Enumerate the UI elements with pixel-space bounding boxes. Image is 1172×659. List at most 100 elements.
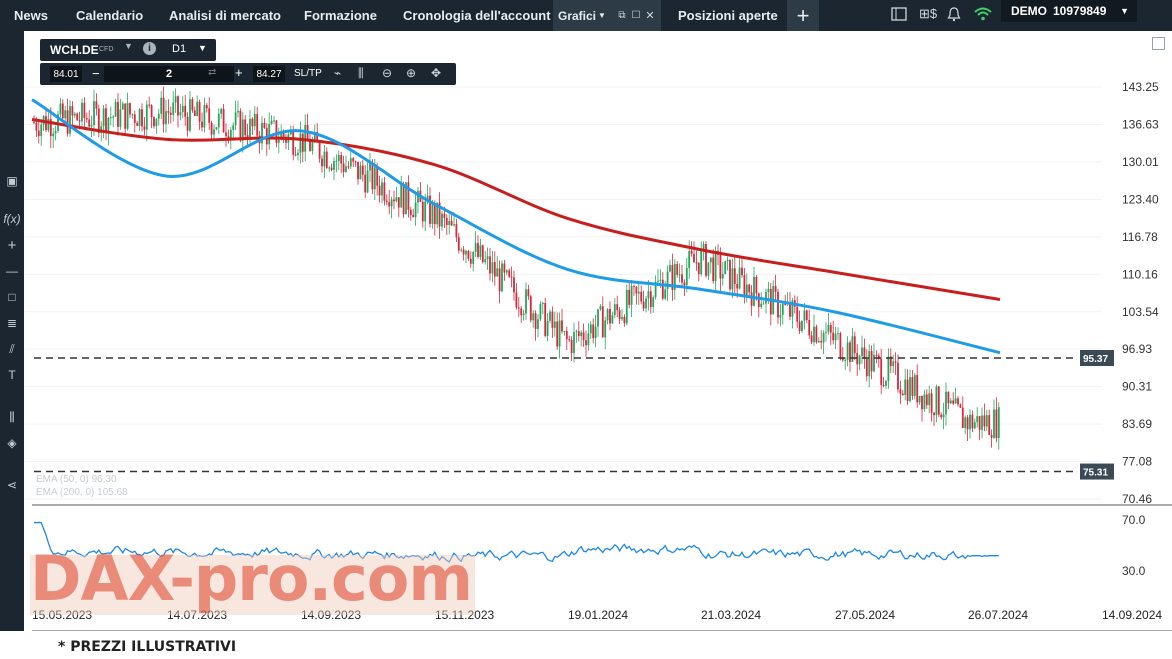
candle-body bbox=[645, 298, 647, 309]
timeframe-chevron-icon[interactable]: ▼ bbox=[198, 43, 207, 53]
share-icon[interactable]: ⋖ bbox=[6, 478, 18, 492]
candle-body bbox=[114, 101, 117, 117]
candle-body bbox=[345, 166, 347, 172]
candle-body bbox=[621, 316, 623, 320]
candle-body bbox=[426, 195, 429, 202]
candle-body bbox=[659, 279, 662, 281]
candle-body bbox=[973, 422, 976, 429]
candle-body bbox=[870, 351, 873, 372]
upper-level-label: 95.37 bbox=[1083, 354, 1108, 365]
fibonacci-icon[interactable]: ≣ bbox=[6, 316, 18, 330]
tab-posizioni[interactable]: Posizioni aperte bbox=[678, 8, 778, 23]
sell-price-button[interactable]: 84.01 bbox=[50, 66, 82, 82]
ema50-legend: EMA (50, 0) 96.30 bbox=[36, 474, 117, 485]
info-icon[interactable]: i bbox=[143, 42, 156, 55]
candle-body bbox=[647, 291, 650, 299]
tab-grafici[interactable] bbox=[553, 0, 661, 31]
zoom-in-icon[interactable]: ⊕ bbox=[406, 66, 417, 80]
swap-icon[interactable]: ⇄ bbox=[208, 67, 217, 78]
rectangle-icon[interactable]: □ bbox=[8, 290, 16, 304]
close-icon[interactable]: ✕ bbox=[645, 9, 655, 22]
candle-body bbox=[105, 108, 107, 133]
panel-icon[interactable]: ▣ bbox=[6, 174, 18, 188]
watermark-logo: DAX-pro.com bbox=[30, 542, 473, 615]
chart-area[interactable]: 143.25 136.63 130.01 123.40 116.78 110.16 103.… bbox=[24, 31, 1172, 631]
candle-body bbox=[503, 263, 506, 273]
bell-icon[interactable] bbox=[945, 5, 963, 23]
candle-body bbox=[366, 170, 369, 193]
symbol-name: WCH.DE bbox=[50, 43, 99, 57]
candle-body bbox=[347, 166, 350, 168]
candle-body bbox=[863, 347, 866, 359]
candle-body bbox=[251, 118, 254, 127]
indicator-icon[interactable]: f(x) bbox=[3, 212, 21, 226]
nav-news[interactable]: News bbox=[14, 8, 48, 23]
plus-icon: + bbox=[796, 2, 810, 28]
candle-body bbox=[803, 310, 806, 321]
candle-body bbox=[436, 202, 439, 225]
candle-body bbox=[323, 151, 326, 167]
candle-body bbox=[193, 110, 196, 116]
candle-body bbox=[309, 140, 311, 151]
candles-icon[interactable]: ⫼ bbox=[358, 66, 364, 80]
candle-body bbox=[169, 112, 172, 115]
text-icon[interactable]: T bbox=[8, 368, 16, 382]
quick-trade-panel: 84.01 − 2 ⇄ + 84.27 SL/TP ⌁ ⫼ ⊖ ⊕ ✥ bbox=[40, 63, 456, 85]
candle-body bbox=[335, 160, 338, 162]
trendline-icon[interactable]: ⫽ bbox=[9, 341, 15, 356]
candle-body bbox=[349, 158, 352, 167]
candle-body bbox=[229, 129, 232, 141]
candle-body bbox=[561, 320, 563, 332]
nav-calendario[interactable]: Calendario bbox=[76, 8, 144, 23]
move-icon[interactable]: ✥ bbox=[431, 66, 442, 80]
candle-body bbox=[882, 385, 885, 387]
candle-body bbox=[71, 106, 74, 116]
candle-body bbox=[791, 300, 794, 317]
crosshair-icon[interactable]: + bbox=[7, 236, 17, 254]
candle-body bbox=[328, 167, 331, 169]
line-chart-icon[interactable]: ⌁ bbox=[334, 66, 342, 80]
candle-body bbox=[126, 103, 129, 129]
candle-body bbox=[181, 105, 184, 113]
layout-icon[interactable] bbox=[890, 5, 908, 23]
nav-formazione[interactable]: Formazione bbox=[304, 8, 377, 23]
sltp-button[interactable]: SL/TP bbox=[294, 68, 322, 79]
candle-body bbox=[573, 332, 575, 354]
candle-body bbox=[321, 158, 323, 167]
price-chart[interactable]: 143.25 136.63 130.01 123.40 116.78 110.16 103.… bbox=[24, 31, 1172, 631]
currency-icon[interactable]: ⊞$ bbox=[918, 6, 938, 21]
detach-icon[interactable]: ⧉ bbox=[618, 9, 626, 21]
candle-body bbox=[525, 289, 527, 314]
candle-body bbox=[342, 163, 345, 172]
candle-body bbox=[93, 101, 95, 126]
symbol-type: CFD bbox=[99, 46, 114, 53]
candle-body bbox=[589, 324, 592, 334]
expand-chart-icon[interactable] bbox=[1152, 37, 1165, 50]
nav-analisi[interactable]: Analisi di mercato bbox=[169, 8, 281, 23]
candle-body bbox=[160, 97, 163, 114]
zoom-out-icon[interactable]: ⊖ bbox=[382, 66, 393, 80]
maximize-icon[interactable]: ☐ bbox=[631, 9, 641, 21]
bars-icon[interactable]: ⫼ bbox=[9, 409, 15, 424]
candle-body bbox=[35, 122, 38, 131]
candle-body bbox=[959, 404, 962, 408]
nav-cronologia[interactable]: Cronologia dell'account bbox=[403, 8, 551, 23]
horizontal-line-icon[interactable]: — bbox=[6, 264, 18, 278]
x-tick-label: 14.09.2023 bbox=[301, 608, 361, 622]
candle-body bbox=[133, 114, 136, 123]
candle-body bbox=[724, 261, 727, 275]
plus-icon[interactable]: + bbox=[235, 65, 243, 80]
symbol-panel[interactable]: WCH.DE CFD ▼ i D1 ▼ bbox=[40, 39, 216, 61]
layers-icon[interactable]: ◈ bbox=[7, 436, 17, 450]
candle-body bbox=[457, 237, 460, 251]
chevron-down-icon: ▼ bbox=[1120, 6, 1129, 16]
candle-body bbox=[673, 263, 676, 290]
tab-grafici-label[interactable]: Grafici ▼ bbox=[558, 8, 606, 23]
account-selector[interactable]: DEMO 10979849 ▼ bbox=[1001, 0, 1137, 22]
buy-price-button[interactable]: 84.27 bbox=[253, 66, 285, 82]
quantity-input[interactable]: 2 bbox=[104, 66, 234, 82]
candle-body bbox=[774, 286, 777, 292]
minus-icon[interactable]: − bbox=[92, 66, 100, 81]
chevron-down-icon[interactable]: ▼ bbox=[124, 41, 133, 51]
add-tab-button[interactable]: + bbox=[787, 0, 819, 31]
